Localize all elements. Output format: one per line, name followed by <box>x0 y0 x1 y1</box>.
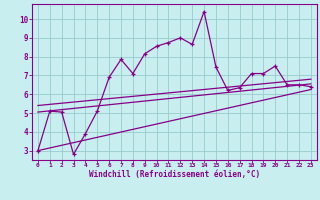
X-axis label: Windchill (Refroidissement éolien,°C): Windchill (Refroidissement éolien,°C) <box>89 170 260 179</box>
